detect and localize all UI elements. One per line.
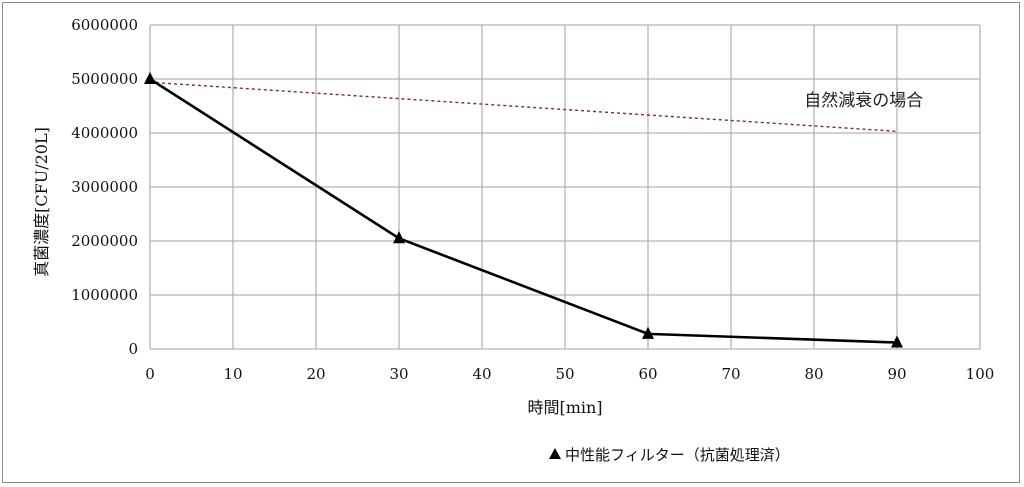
x-tick-label: 20 — [306, 365, 325, 383]
triangle-marker — [891, 335, 903, 348]
legend-triangle-marker — [549, 448, 561, 459]
x-tick-label: 0 — [145, 365, 155, 383]
y-tick-label: 0 — [128, 340, 138, 358]
annotation-natural-decay: 自然減衰の場合 — [804, 91, 923, 111]
x-tick-label: 100 — [966, 365, 995, 383]
natural-decay-dashed-line — [149, 81, 898, 133]
x-axis-title: 時間[min] — [527, 398, 602, 417]
x-tick-label: 80 — [804, 365, 823, 383]
series — [144, 71, 903, 348]
y-axis-ticks: 0 1000000 2000000 3000000 4000000 5000000 6000… — [71, 16, 138, 358]
y-tick-label: 2000000 — [71, 232, 138, 250]
legend: 中性能フィルター（抗菌処理済） — [549, 446, 790, 464]
x-tick-label: 50 — [555, 365, 574, 383]
x-axis-ticks: 0 10 20 30 40 50 60 70 80 90 100 — [145, 365, 994, 383]
y-tick-label: 1000000 — [71, 286, 138, 304]
line-chart: 0100000020000003000000400000050000006000… — [32, 16, 994, 464]
x-tick-label: 70 — [721, 365, 740, 383]
grid — [149, 24, 981, 350]
y-tick-label: 4000000 — [71, 124, 138, 142]
x-tick-label: 40 — [472, 365, 491, 383]
triangle-marker — [144, 71, 156, 84]
x-tick-label: 10 — [223, 365, 242, 383]
filter-series-line — [149, 77, 898, 344]
y-tick-label: 5000000 — [71, 70, 138, 88]
x-tick-label: 90 — [887, 365, 906, 383]
triangle-marker — [642, 326, 654, 339]
y-tick-label: 3000000 — [71, 178, 138, 196]
legend-label: 中性能フィルター（抗菌処理済） — [565, 446, 790, 464]
y-axis-title: 真菌濃度[CFU/20L] — [32, 127, 51, 277]
triangle-marker — [393, 231, 405, 244]
x-tick-label: 30 — [389, 365, 408, 383]
x-tick-label: 60 — [638, 365, 657, 383]
y-tick-label: 6000000 — [71, 16, 138, 34]
